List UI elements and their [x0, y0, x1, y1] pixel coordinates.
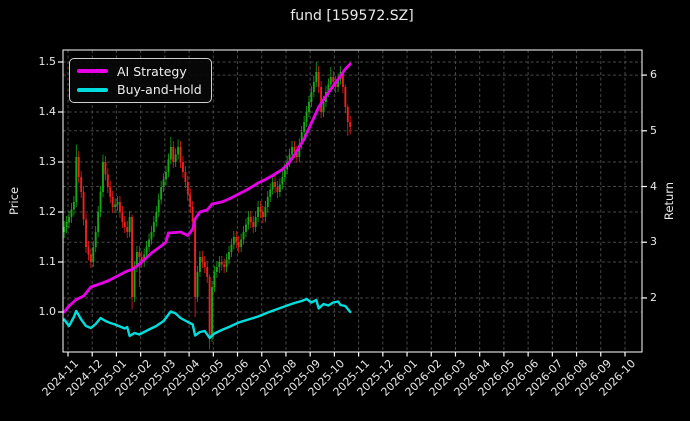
- legend-item-ai-strategy: AI Strategy: [77, 62, 203, 81]
- y-tick-label-left: 1.1: [38, 255, 57, 268]
- right-axis-label: Return: [662, 181, 676, 221]
- y-tick-label-left: 1.4: [38, 105, 57, 118]
- y-tick-label-left: 1.0: [38, 305, 57, 318]
- y-tick-label-right: 6: [650, 68, 657, 82]
- buy-and-hold-line-swatch: [77, 87, 108, 92]
- y-tick-label-right: 4: [650, 179, 657, 193]
- legend: AI Strategy Buy-and-Hold: [69, 58, 212, 103]
- ai-strategy-line-swatch: [77, 69, 108, 74]
- y-tick-label-right: 5: [650, 123, 657, 137]
- legend-label-buy-and-hold: Buy-and-Hold: [117, 82, 202, 98]
- legend-label-ai-strategy: AI Strategy: [117, 63, 187, 79]
- y-tick-label-right: 2: [650, 290, 657, 304]
- y-tick-label-left: 1.3: [38, 155, 57, 168]
- page-title: fund [159572.SZ]: [290, 8, 414, 24]
- y-tick-label-left: 1.2: [38, 205, 57, 218]
- y-tick-label-right: 3: [650, 235, 657, 249]
- y-tick-label-left: 1.5: [38, 55, 57, 68]
- legend-item-buy-and-hold: Buy-and-Hold: [77, 81, 203, 100]
